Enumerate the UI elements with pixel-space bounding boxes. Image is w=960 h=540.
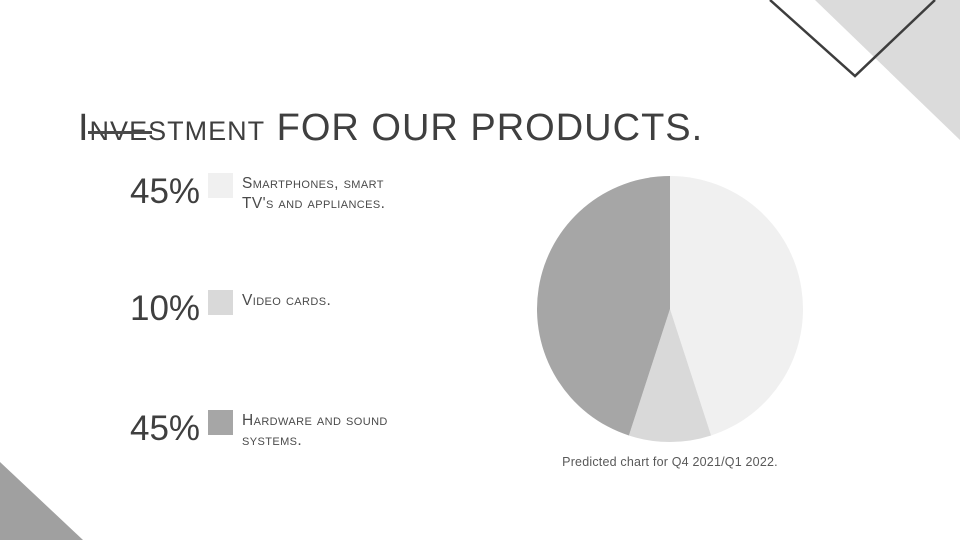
- pie-slice-1: [628, 309, 712, 442]
- pie-chart-caption: Predicted chart for Q4 2021/Q1 2022.: [562, 455, 778, 469]
- slide-title: Investment FOR OUR PRODUCTS.: [78, 107, 704, 150]
- legend-item-hardware: 45% Hardware and sound systems.: [130, 407, 402, 450]
- legend-label: Smartphones, smart TV's and appliances.: [242, 175, 386, 212]
- legend-swatch: [208, 173, 233, 198]
- legend-percent: 45%: [130, 409, 201, 448]
- pie-chart-svg: [537, 176, 803, 442]
- legend-label: Hardware and sound systems.: [242, 412, 388, 449]
- legend-percent: 10%: [130, 289, 201, 328]
- pie-chart: [537, 176, 803, 442]
- legend-label: Video cards.: [242, 292, 332, 309]
- legend-swatch: [208, 410, 233, 435]
- legend-swatch: [208, 290, 233, 315]
- pie-slice-0: [670, 176, 803, 436]
- legend-item-video-cards: 10% Video cards.: [130, 287, 402, 326]
- chevron-outline-icon: [769, 0, 936, 78]
- legend-item-smartphones: 45% Smartphones, smart TV's and applianc…: [130, 170, 402, 213]
- title-underline: [88, 131, 152, 134]
- corner-triangle-bottom-left: [0, 462, 83, 540]
- legend-percent: 45%: [130, 172, 201, 211]
- pie-slice-2: [537, 176, 670, 436]
